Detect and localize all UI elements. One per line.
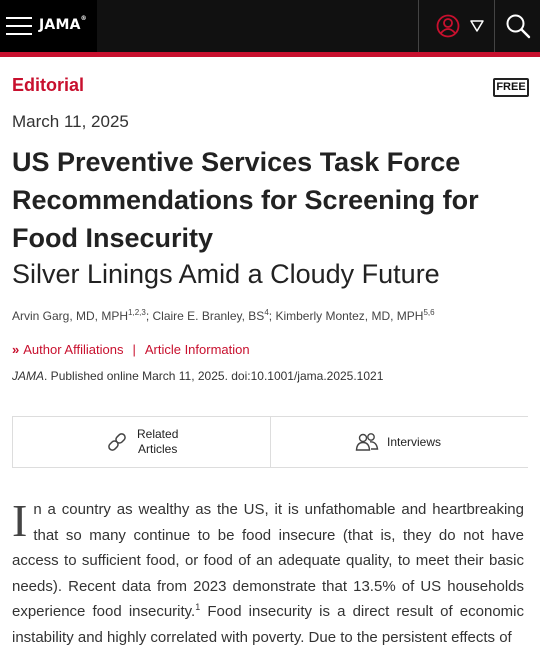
search-icon[interactable] bbox=[505, 13, 531, 39]
reference-link[interactable]: 1 bbox=[195, 602, 201, 612]
search-button[interactable] bbox=[494, 0, 540, 52]
article-citation: JAMA. Published online March 11, 2025. d… bbox=[12, 369, 384, 383]
tab-related-label: Related Articles bbox=[137, 427, 179, 456]
chevron-right-icon: » bbox=[12, 342, 20, 357]
tab-interviews-label: Interviews bbox=[387, 435, 442, 449]
top-navigation-bar: JAMA® bbox=[0, 0, 540, 52]
author-name[interactable]: Claire E. Branley, BS bbox=[152, 309, 265, 323]
author-name[interactable]: Kimberly Montez, MD, MPH bbox=[275, 309, 424, 323]
link-icon bbox=[108, 433, 126, 451]
hamburger-menu-icon[interactable] bbox=[6, 14, 32, 38]
author-name[interactable]: Arvin Garg, MD, MPH bbox=[12, 309, 129, 323]
author-list: Arvin Garg, MD, MPH1,2,3; Claire E. Bran… bbox=[12, 308, 435, 323]
article-subtitle: Silver Linings Amid a Cloudy Future bbox=[12, 259, 440, 289]
article-meta-links: » Author Affiliations | Article Information bbox=[12, 342, 250, 357]
tab-divider bbox=[12, 417, 13, 467]
link-divider: | bbox=[132, 342, 136, 357]
article-title: US Preventive Services Task Force Recomm… bbox=[12, 147, 479, 253]
drop-cap: I bbox=[12, 495, 28, 546]
jama-logo[interactable]: JAMA® bbox=[39, 15, 87, 33]
author-affiliations-link[interactable]: Author Affiliations bbox=[23, 342, 124, 357]
user-account-icon[interactable] bbox=[436, 14, 460, 38]
publication-date: March 11, 2025 bbox=[12, 112, 129, 131]
free-badge: FREE bbox=[493, 78, 529, 97]
logo-block: JAMA® bbox=[0, 0, 97, 52]
user-account-menu[interactable] bbox=[418, 0, 493, 52]
article-information-link[interactable]: Article Information bbox=[144, 342, 250, 357]
tab-interviews[interactable]: Interviews bbox=[355, 417, 441, 467]
body-paragraph-continued: Food insecurity is a direct result of ec… bbox=[12, 603, 524, 646]
body-paragraph: n a country as wealthy as the US, it is … bbox=[12, 501, 524, 620]
tab-related-articles[interactable]: Related Articles bbox=[105, 417, 178, 467]
related-content-tabs: Related Articles Interviews bbox=[12, 416, 528, 468]
caret-down-icon[interactable] bbox=[470, 20, 484, 32]
people-icon bbox=[355, 433, 379, 451]
tab-divider bbox=[270, 417, 271, 467]
header-accent-rule bbox=[0, 52, 540, 57]
article-section-label: Editorial bbox=[12, 75, 85, 95]
